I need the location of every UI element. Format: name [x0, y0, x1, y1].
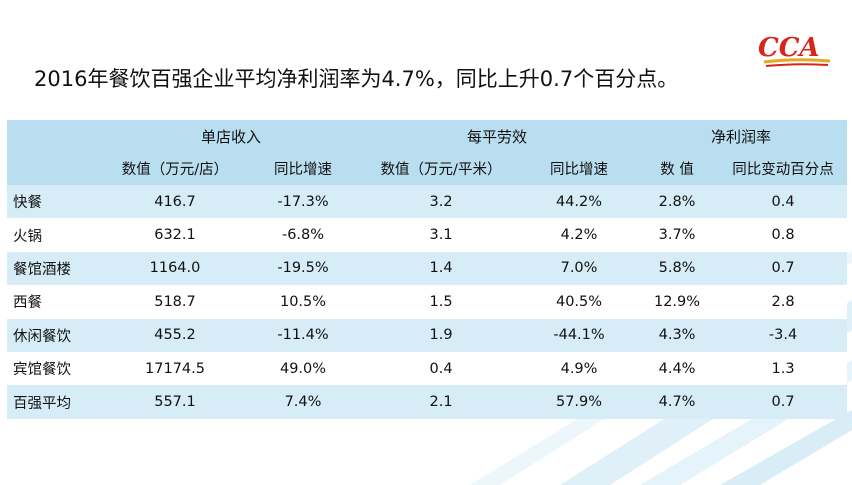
table-cell: 17174.5 — [145, 360, 205, 377]
table-cell: 4.4% — [658, 360, 696, 377]
table-cell: 5.8% — [658, 260, 696, 277]
row-label: 火锅 — [13, 228, 42, 245]
table-row: 百强平均 557.1 7.4% 2.1 57.9% 4.7% 0.7 — [7, 385, 848, 419]
table-cell: 0.4 — [771, 193, 795, 210]
subheader: 数值（万元/平米） — [380, 162, 502, 178]
subheader: 数值（万元/店） — [121, 162, 229, 178]
logo-text: CCA — [758, 33, 820, 63]
table-cell: 3.1 — [429, 227, 453, 244]
table-cell: 4.9% — [560, 360, 598, 377]
table-row: 火锅 632.1 -6.8% 3.1 4.2% 3.7% 0.8 — [7, 218, 848, 252]
cca-logo: CCA — [758, 33, 831, 67]
table-row: 休闲餐饮 455.2 -11.4% 1.9 -44.1% 4.3% -3.4 — [7, 318, 848, 352]
table-cell: -44.1% — [553, 327, 605, 344]
table-group-header: 单店收入 每平劳效 净利润率 — [7, 120, 848, 152]
subheader: 同比增速 — [274, 162, 332, 178]
table-cell: 455.2 — [154, 327, 196, 344]
table-cell: 416.7 — [154, 193, 196, 210]
table-row: 宾馆餐饮 17174.5 49.0% 0.4 4.9% 4.4% 1.3 — [7, 351, 848, 386]
header-blank — [7, 120, 103, 152]
table-cell: 557.1 — [154, 394, 196, 411]
table-cell: -19.5% — [277, 260, 329, 277]
row-label: 西餐 — [13, 295, 42, 312]
profit-table: 单店收入 每平劳效 净利润率 数值（万元/店） 同比增速 数值（万元/平米） 同… — [7, 120, 848, 419]
table-cell: 49.0% — [279, 360, 327, 377]
subheader: 同比变动百分点 — [732, 162, 834, 178]
table-cell: 2.8% — [658, 193, 696, 210]
table-cell: 12.9% — [653, 293, 701, 310]
table-cell: 57.9% — [555, 394, 603, 411]
table-cell: 40.5% — [555, 293, 603, 310]
subheader: 数 值 — [660, 162, 694, 178]
row-label: 餐馆酒楼 — [13, 261, 71, 278]
group-single-store-revenue: 单店收入 — [201, 127, 262, 146]
table-cell: 1.3 — [771, 360, 795, 377]
table-cell: 10.5% — [279, 293, 327, 310]
group-net-profit-margin: 净利润率 — [711, 127, 772, 146]
table-cell: 1.4 — [429, 260, 453, 277]
table-cell: 518.7 — [154, 293, 196, 310]
table-cell: 7.4% — [284, 394, 322, 411]
row-label: 百强平均 — [13, 395, 71, 412]
table-cell: 4.7% — [658, 394, 696, 411]
table-cell: 2.1 — [429, 394, 453, 411]
table-cell: -6.8% — [281, 227, 325, 244]
table-row: 西餐 518.7 10.5% 1.5 40.5% 12.9% 2.8 — [7, 285, 848, 319]
table-row: 快餐 416.7 -17.3% 3.2 44.2% 2.8% 0.4 — [7, 185, 848, 219]
table-cell: -11.4% — [277, 327, 329, 344]
page-headline: 2016年餐饮百强企业平均净利润率为4.7%，同比上升0.7个百分点。 — [34, 67, 679, 91]
table-cell: 0.4 — [429, 360, 453, 377]
group-labor-efficiency: 每平劳效 — [467, 127, 528, 146]
table-cell: -3.4 — [768, 327, 798, 344]
table-cell: 44.2% — [555, 193, 603, 210]
header-blank — [7, 152, 103, 185]
table-row: 餐馆酒楼 1164.0 -19.5% 1.4 7.0% 5.8% 0.7 — [7, 251, 848, 286]
table-cell: 3.2 — [429, 193, 453, 210]
table-cell: 0.8 — [771, 227, 795, 244]
table-cell: 2.8 — [771, 293, 795, 310]
table-cell: 4.2% — [560, 227, 598, 244]
row-label: 宾馆餐饮 — [13, 362, 71, 379]
table-cell: 7.0% — [560, 260, 598, 277]
table-cell: 1164.0 — [149, 260, 201, 277]
table-cell: -17.3% — [277, 193, 329, 210]
table-cell: 1.5 — [429, 293, 453, 310]
table-cell: 0.7 — [771, 394, 795, 411]
table-cell: 0.7 — [771, 260, 795, 277]
row-label: 快餐 — [13, 195, 42, 212]
table-cell: 4.3% — [658, 327, 696, 344]
subheader: 同比增速 — [550, 162, 609, 178]
table-cell: 3.7% — [658, 227, 696, 244]
row-label: 休闲餐饮 — [13, 328, 71, 345]
table-cell: 1.9 — [429, 327, 453, 344]
table-cell: 632.1 — [154, 227, 196, 244]
table-sub-header: 数值（万元/店） 同比增速 数值（万元/平米） 同比增速 数 值 同比变动百分点 — [7, 152, 848, 185]
